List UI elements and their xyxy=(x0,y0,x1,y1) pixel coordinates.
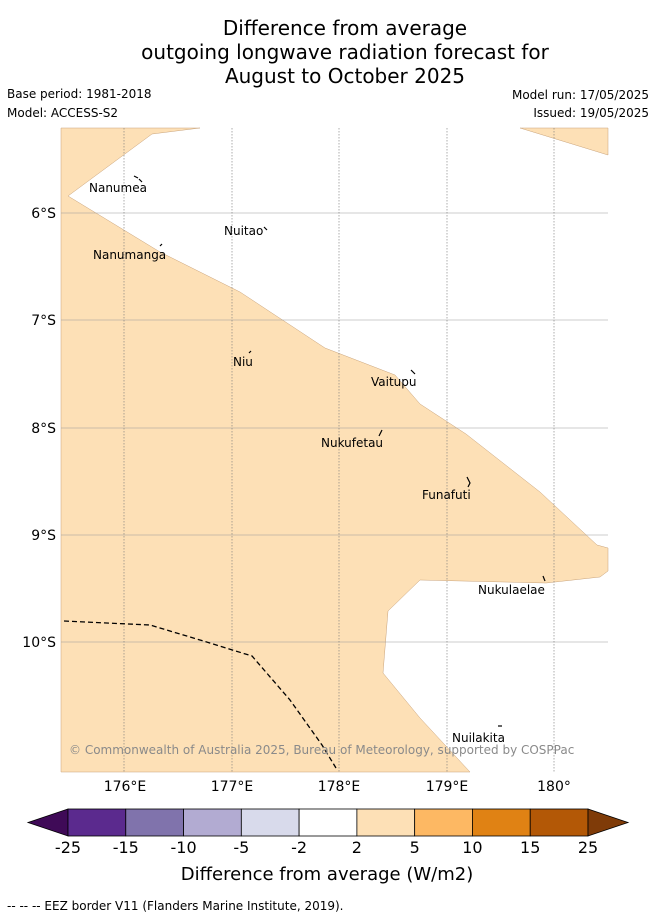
colorbar-extension-high xyxy=(587,808,630,837)
place-labels: Nanumea Nuitao Nanumanga Niu Vaitupu Nuk… xyxy=(89,181,545,745)
base-period: Base period: 1981-2018 xyxy=(7,87,152,101)
lon-label-177e: 177°E xyxy=(211,779,254,795)
colorbar-tick-label: -25 xyxy=(55,838,81,857)
eez-border xyxy=(63,620,337,769)
island-outlines xyxy=(133,175,546,727)
title-line-1: Difference from average xyxy=(222,16,468,40)
place-label-vaitupu: Vaitupu xyxy=(371,375,417,389)
island-vaitupu xyxy=(410,369,416,375)
colorbar-segment xyxy=(529,808,589,837)
latitude-gridlines xyxy=(61,212,608,643)
map-panel: Nanumea Nuitao Nanumanga Niu Vaitupu Nuk… xyxy=(60,127,609,773)
lon-label-180: 180° xyxy=(537,779,571,795)
lat-label-9s: 9°S xyxy=(31,528,56,544)
colorbar-tick-label: -15 xyxy=(113,838,139,857)
island-funafuti xyxy=(466,476,471,488)
issued-date: Issued: 19/05/2025 xyxy=(533,106,649,120)
colorbar-tick-label: -2 xyxy=(291,838,307,857)
place-label-nanumea: Nanumea xyxy=(89,181,147,195)
eez-footnote: -- -- -- EEZ border V11 (Flanders Marine… xyxy=(7,899,344,913)
colorbar-segment xyxy=(298,808,358,837)
island-niu xyxy=(248,350,252,354)
lon-label-176e: 176°E xyxy=(104,779,147,795)
title-line-2: outgoing longwave radiation forecast for xyxy=(141,40,549,64)
island-nanumanga xyxy=(159,243,163,247)
model-run: Model run: 17/05/2025 xyxy=(511,88,649,102)
island-nukulaelae xyxy=(542,575,546,582)
colorbar-tick-label: -10 xyxy=(170,838,196,857)
place-label-nuilakita: Nuilakita xyxy=(452,731,505,745)
colorbar-tick-label: 5 xyxy=(410,838,420,857)
colorbar-segment xyxy=(183,808,242,837)
lon-label-179e: 179°E xyxy=(426,779,469,795)
place-label-niu: Niu xyxy=(233,355,253,369)
colorbar-segment xyxy=(472,808,531,837)
latitude-labels: 6°S 7°S 8°S 9°S 10°S xyxy=(22,206,56,651)
colorbar-segment xyxy=(240,808,300,837)
lat-label-8s: 8°S xyxy=(31,421,56,437)
model-name: Model: ACCESS-S2 xyxy=(7,106,119,120)
colorbar: -25 -15 -10 -5 -2 2 5 10 15 25 xyxy=(26,808,630,857)
colorbar-segment xyxy=(67,808,127,837)
colorbar-tick-label: 10 xyxy=(462,838,482,857)
lat-label-10s: 10°S xyxy=(22,635,56,651)
colorbar-segment xyxy=(356,808,416,837)
copyright-notice: © Commonwealth of Australia 2025, Bureau… xyxy=(69,743,574,757)
chart-title: Difference from average outgoing longwav… xyxy=(0,16,655,88)
place-label-nukulaelae: Nukulaelae xyxy=(478,583,545,597)
colorbar-label: Difference from average (W/m2) xyxy=(181,864,473,885)
lat-label-6s: 6°S xyxy=(31,206,56,222)
longitude-gridlines xyxy=(123,128,555,772)
longitude-labels: 176°E 177°E 178°E 179°E 180° xyxy=(104,779,571,795)
colorbar-segment xyxy=(414,808,473,837)
island-nanumea xyxy=(133,175,143,183)
island-nukufetau xyxy=(378,429,383,437)
title-line-3: August to October 2025 xyxy=(224,64,466,88)
lat-label-7s: 7°S xyxy=(31,313,56,329)
colorbar-segment xyxy=(125,808,184,837)
lon-label-178e: 178°E xyxy=(318,779,361,795)
colorbar-extension-low xyxy=(26,808,69,837)
place-label-nuitao: Nuitao xyxy=(224,224,263,238)
anomaly-fill-top-right xyxy=(519,127,609,156)
colorbar-tick-label: 2 xyxy=(352,838,362,857)
place-label-funafuti: Funafuti xyxy=(422,488,471,502)
place-label-nukufetau: Nukufetau xyxy=(321,436,383,450)
colorbar-tick-label: 15 xyxy=(520,838,540,857)
island-nuitao xyxy=(263,226,268,231)
anomaly-fill-region xyxy=(60,127,609,773)
colorbar-tick-label: 25 xyxy=(578,838,598,857)
place-label-nanumanga: Nanumanga xyxy=(93,248,166,262)
colorbar-tick-label: -5 xyxy=(233,838,249,857)
